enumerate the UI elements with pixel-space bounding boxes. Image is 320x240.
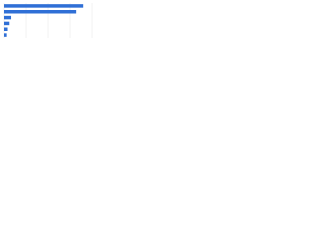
bar xyxy=(4,10,77,14)
bar xyxy=(4,4,84,8)
chart xyxy=(3,3,93,38)
bar xyxy=(4,21,10,26)
bar xyxy=(4,33,7,37)
bar xyxy=(4,27,8,31)
bar xyxy=(4,15,12,20)
